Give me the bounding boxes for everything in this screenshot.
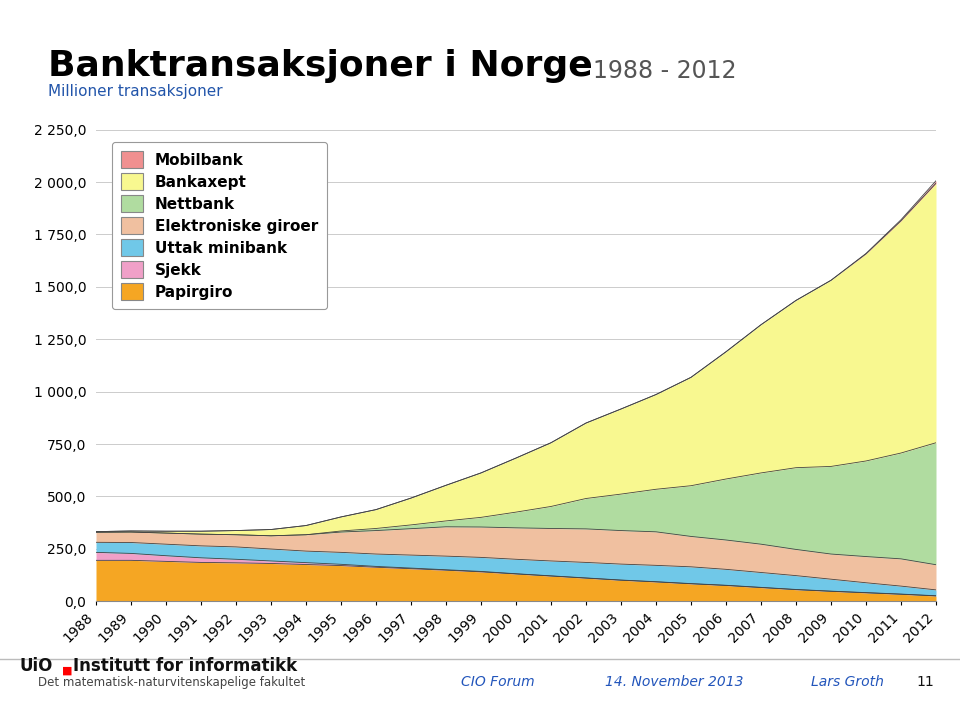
Text: Lars Groth: Lars Groth [811, 675, 884, 689]
Text: 1988 - 2012: 1988 - 2012 [593, 59, 736, 83]
Text: Banktransaksjoner i Norge: Banktransaksjoner i Norge [48, 49, 592, 83]
Legend: Mobilbank, Bankaxept, Nettbank, Elektroniske giroer, Uttak minibank, Sjekk, Papi: Mobilbank, Bankaxept, Nettbank, Elektron… [112, 142, 327, 309]
Text: 11: 11 [917, 675, 934, 689]
Text: CIO Forum: CIO Forum [461, 675, 535, 689]
Text: UiO: UiO [19, 657, 53, 675]
Text: 14. November 2013: 14. November 2013 [605, 675, 743, 689]
Text: Millioner transaksjoner: Millioner transaksjoner [48, 84, 223, 99]
Text: Institutt for informatikk: Institutt for informatikk [73, 657, 297, 675]
Text: ■: ■ [62, 665, 73, 675]
Text: Det matematisk-naturvitenskapelige fakultet: Det matematisk-naturvitenskapelige fakul… [38, 676, 305, 689]
